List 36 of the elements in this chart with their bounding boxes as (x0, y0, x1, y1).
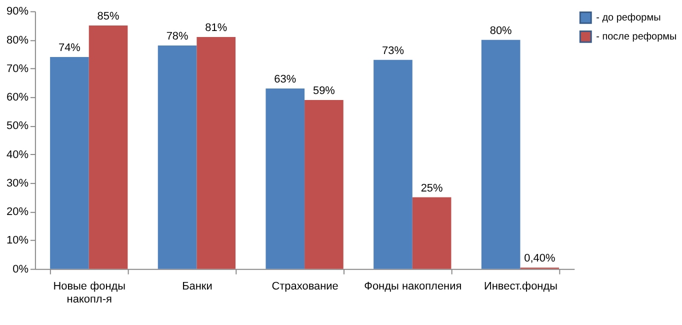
data-label: 80% (490, 24, 512, 37)
legend-label: - до реформы (596, 12, 661, 24)
x-tick-label: Страхование (272, 280, 338, 292)
data-label: 73% (382, 44, 404, 57)
y-tick-label: 70% (6, 62, 29, 75)
y-tick-label: 10% (6, 234, 29, 247)
bar (196, 36, 236, 269)
y-tick-label: 80% (6, 34, 29, 46)
y-tick-label: 90% (6, 6, 29, 18)
x-tick-label: Новые фонды накопл-я (53, 280, 126, 306)
bar (50, 57, 89, 269)
x-tick-label: Инвест.фонды (484, 280, 558, 292)
y-tick-label: 60% (6, 92, 29, 104)
data-label: 74% (58, 42, 81, 54)
y-tick-label: 50% (6, 120, 29, 132)
y-tick-label: 0% (12, 263, 29, 276)
y-tick-label: 20% (6, 206, 29, 218)
data-label: 59% (312, 84, 336, 97)
data-label: 85% (97, 10, 120, 23)
x-tick-label: Фонды накопления (364, 280, 462, 292)
data-label: 81% (205, 22, 228, 34)
y-tick-label: 40% (6, 148, 29, 161)
bar (481, 40, 520, 269)
x-tick-label: Банки (182, 280, 212, 292)
legend-label: - после реформы (596, 32, 677, 43)
bar (88, 26, 128, 269)
bar (412, 197, 452, 269)
data-label: 78% (166, 30, 189, 43)
data-label: 25% (420, 182, 444, 194)
bar (266, 88, 305, 269)
y-tick-label: 30% (6, 177, 29, 190)
bar (374, 60, 412, 269)
data-label: 63% (274, 74, 296, 86)
bar (158, 46, 197, 269)
data-label: 0,40% (524, 252, 556, 265)
bar (304, 100, 344, 269)
